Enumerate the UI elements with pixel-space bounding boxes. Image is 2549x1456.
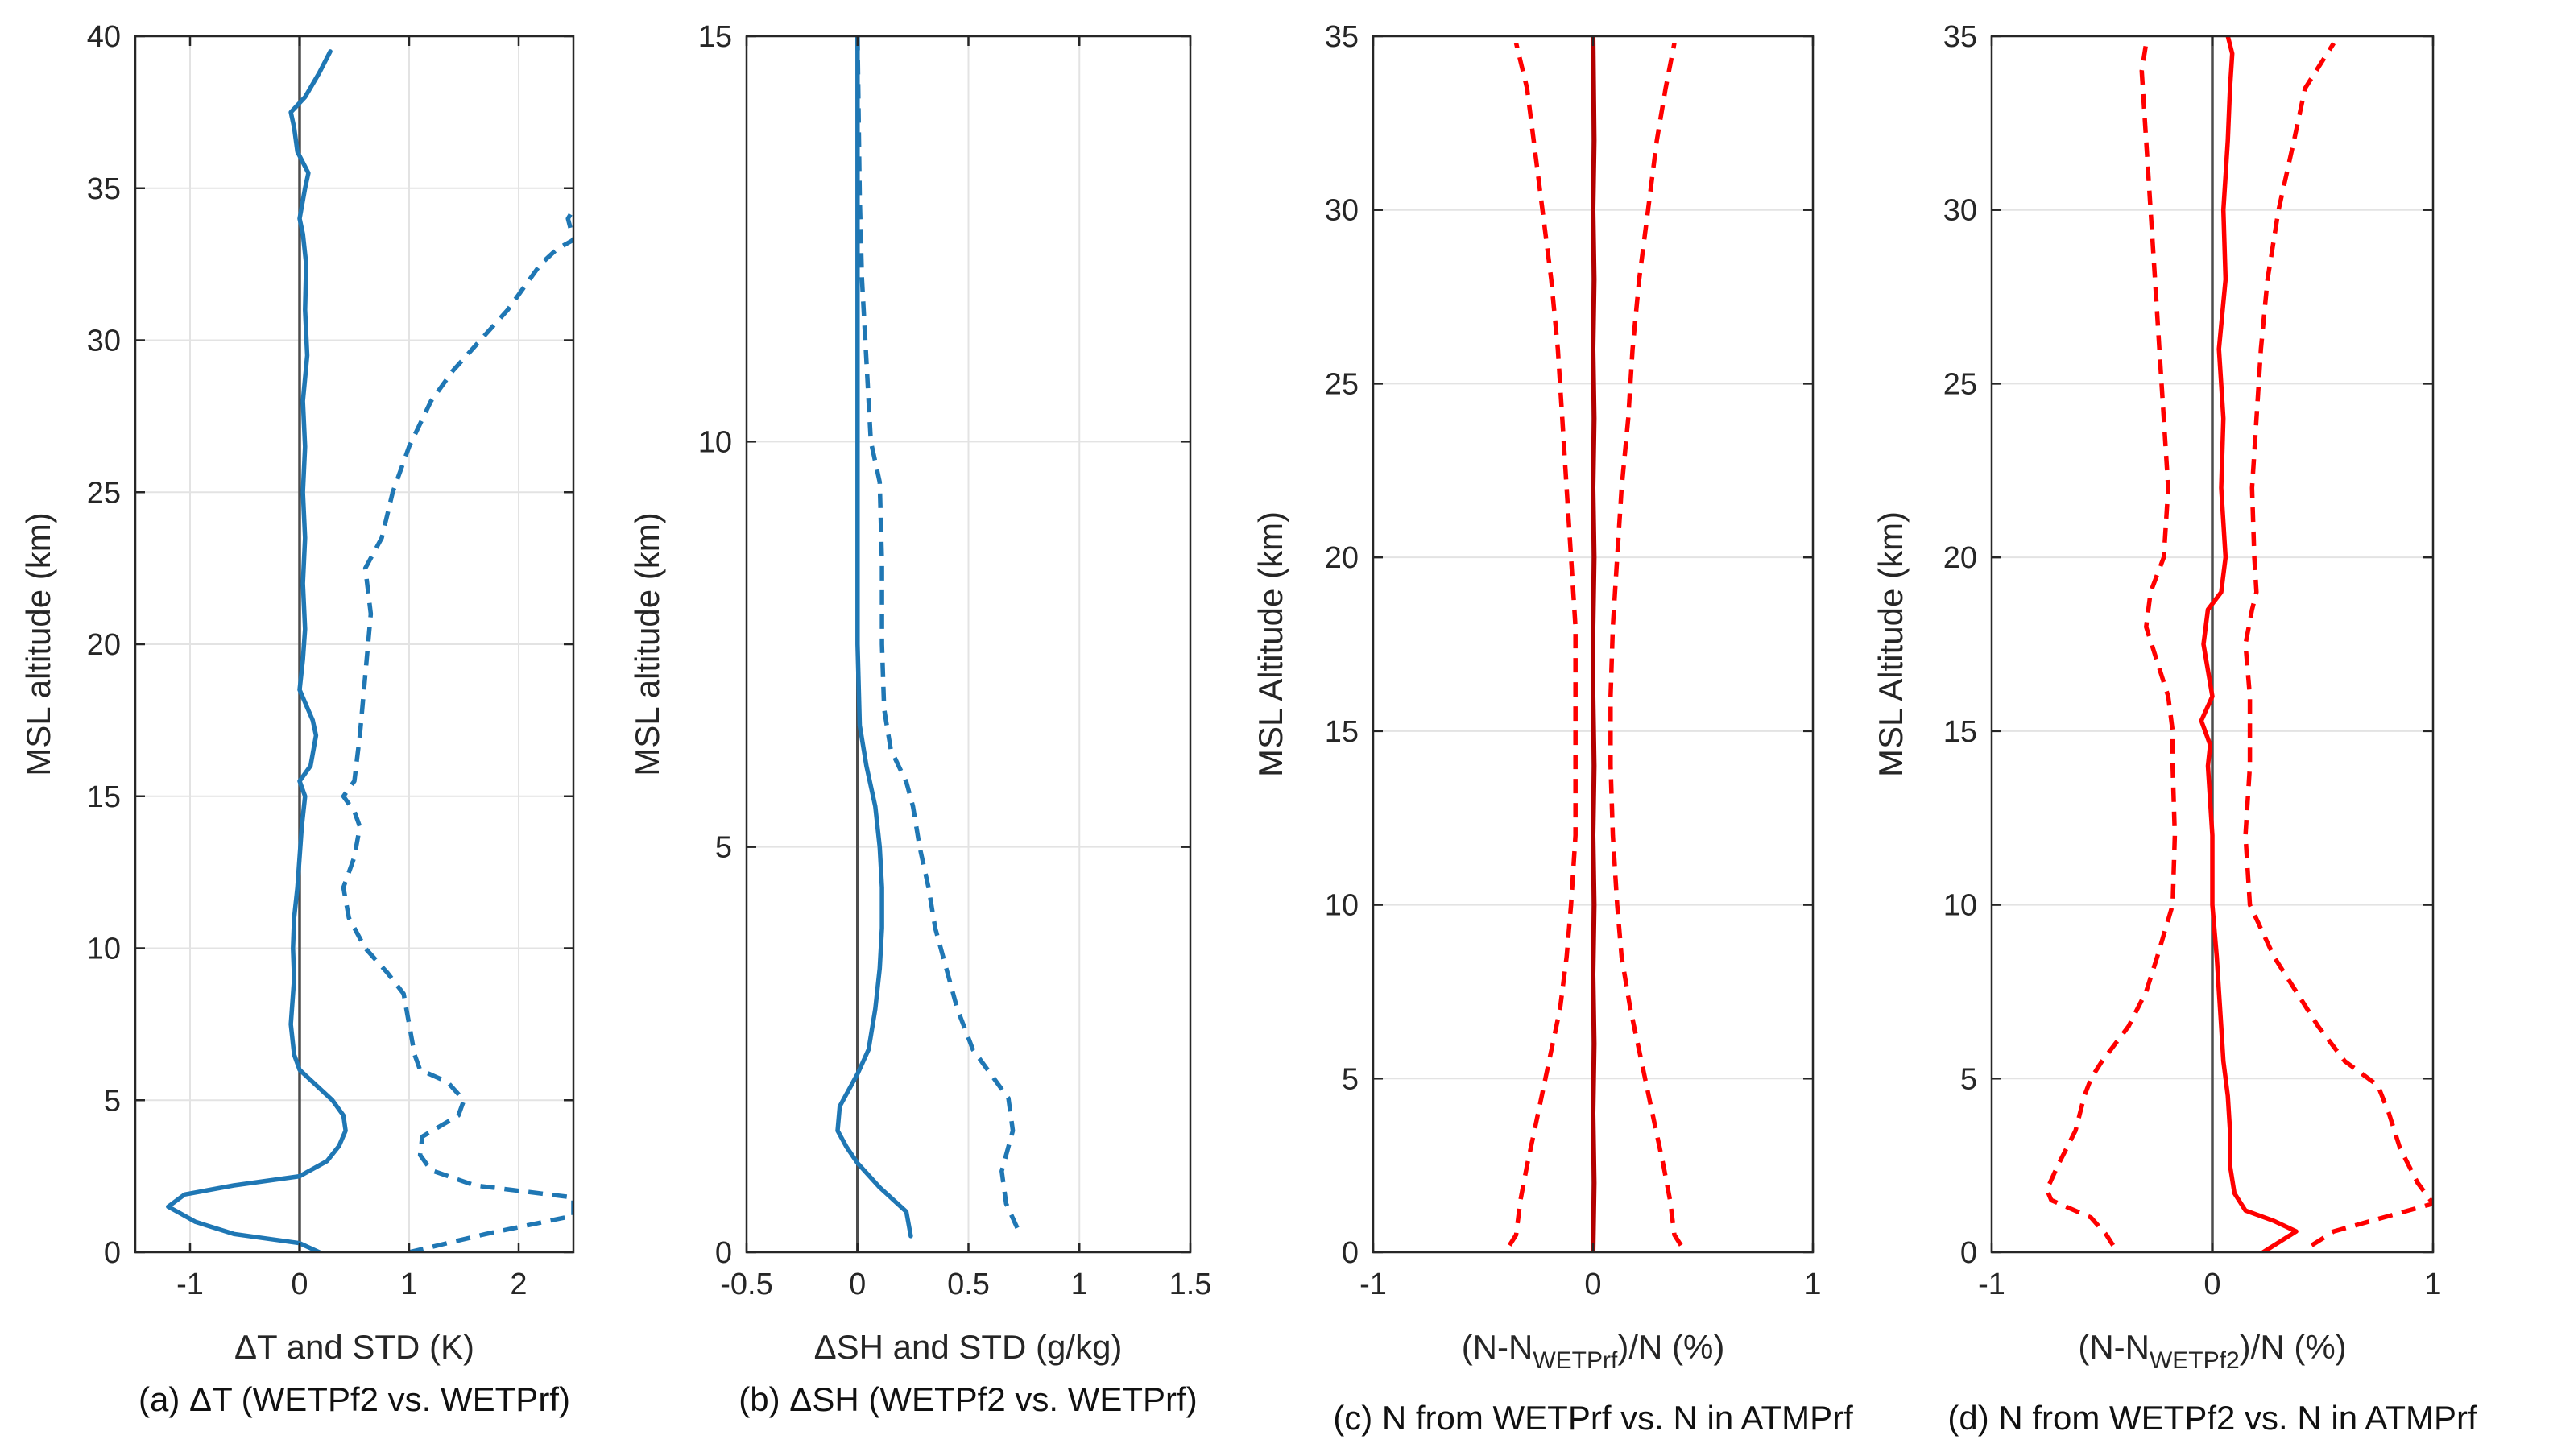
y-tick-label: 20 <box>87 628 121 662</box>
y-tick-label: 35 <box>87 172 121 206</box>
y-tick-label: 15 <box>1325 715 1359 749</box>
x-tick-label: 1 <box>1804 1268 1821 1301</box>
y-tick-label: 20 <box>1943 541 1977 575</box>
y-tick-label: 5 <box>1960 1062 1977 1096</box>
x-tick-label: 1 <box>1071 1268 1088 1301</box>
series-line-2-dashed <box>1507 42 1578 1247</box>
y-tick-label: 15 <box>87 780 121 814</box>
x-axis-label-tail: )/N (%) <box>1617 1328 1724 1366</box>
y-tick-label: 10 <box>698 425 732 459</box>
x-tick-label: -1 <box>176 1268 204 1301</box>
x-axis-label-subscript: WETPf2 <box>2150 1347 2240 1374</box>
y-axis-label: MSL Altitude (km) <box>1872 511 1910 777</box>
series-line-1-solid <box>166 49 348 1252</box>
x-tick-label: 0 <box>2203 1268 2220 1301</box>
y-tick-label: 0 <box>1960 1236 1977 1270</box>
y-tick-label: 0 <box>104 1236 121 1270</box>
y-tick-label: 10 <box>1325 889 1359 923</box>
x-tick-label: 0.5 <box>947 1268 990 1301</box>
y-tick-label: 5 <box>1342 1062 1359 1096</box>
x-tick-label: -0.5 <box>720 1268 772 1301</box>
y-tick-label: 0 <box>1342 1236 1359 1270</box>
series-line-1-solid <box>2199 36 2299 1252</box>
panel-caption: (a) ΔT (WETPf2 vs. WETPrf) <box>139 1380 570 1418</box>
x-tick-label: -1 <box>1359 1268 1387 1301</box>
y-tick-label: 40 <box>87 20 121 54</box>
y-tick-label: 25 <box>87 476 121 510</box>
y-tick-label: 20 <box>1325 541 1359 575</box>
series-line-3-dashed <box>1608 43 1683 1247</box>
x-axis-label-subscript: WETPrf <box>1533 1347 1618 1374</box>
y-tick-label: 25 <box>1325 367 1359 401</box>
y-tick-label: 35 <box>1325 20 1359 54</box>
x-tick-label: -1 <box>1978 1268 2005 1301</box>
y-axis-label: MSL altitude (km) <box>19 512 57 776</box>
series-line-3-dashed <box>2243 42 2433 1247</box>
x-tick-label: 2 <box>510 1268 527 1301</box>
x-tick-label: 1 <box>400 1268 417 1301</box>
x-tick-label: 0 <box>291 1268 308 1301</box>
y-tick-label: 15 <box>1943 715 1977 749</box>
y-axis-label: MSL Altitude (km) <box>1252 511 1289 777</box>
x-axis-label-main: (N-N <box>2078 1328 2150 1366</box>
series-line-1-solid <box>1591 36 1597 1252</box>
x-tick-label: 1.5 <box>1169 1268 1212 1301</box>
x-tick-label: 0 <box>849 1268 866 1301</box>
series-line-2-dashed <box>341 208 573 1252</box>
x-axis-label: ΔT and STD (K) <box>234 1328 474 1366</box>
y-tick-label: 10 <box>1943 889 1977 923</box>
series-line-2-dashed <box>2044 43 2178 1247</box>
x-tick-label: 1 <box>2424 1268 2441 1301</box>
y-tick-label: 35 <box>1943 20 1977 54</box>
y-tick-label: 10 <box>87 933 121 966</box>
x-axis-label: (N-NWETPrf)/N (%) <box>1462 1328 1725 1374</box>
series-line-1-solid <box>835 36 913 1239</box>
y-tick-label: 30 <box>87 325 121 358</box>
y-tick-label: 5 <box>104 1084 121 1118</box>
y-axis-label: MSL altitude (km) <box>628 512 666 776</box>
x-axis-label: ΔSH and STD (g/kg) <box>814 1328 1123 1366</box>
y-tick-label: 5 <box>715 831 732 865</box>
y-tick-label: 15 <box>698 20 732 54</box>
series-line-2-dashed <box>855 36 1020 1229</box>
x-axis-label-tail: )/N (%) <box>2240 1328 2347 1366</box>
panel-caption: (b) ΔSH (WETPf2 vs. WETPrf) <box>739 1380 1197 1418</box>
y-tick-label: 25 <box>1943 367 1977 401</box>
x-tick-label: 0 <box>1584 1268 1601 1301</box>
x-axis-label: (N-NWETPf2)/N (%) <box>2078 1328 2346 1374</box>
panel-caption: (c) N from WETPrf vs. N in ATMPrf <box>1333 1399 1853 1437</box>
y-tick-label: 30 <box>1325 194 1359 228</box>
y-tick-label: 0 <box>715 1236 732 1270</box>
y-tick-label: 30 <box>1943 194 1977 228</box>
panel-caption: (d) N from WETPf2 vs. N in ATMPrf <box>1947 1399 2477 1437</box>
x-axis-label-main: (N-N <box>1462 1328 1533 1366</box>
